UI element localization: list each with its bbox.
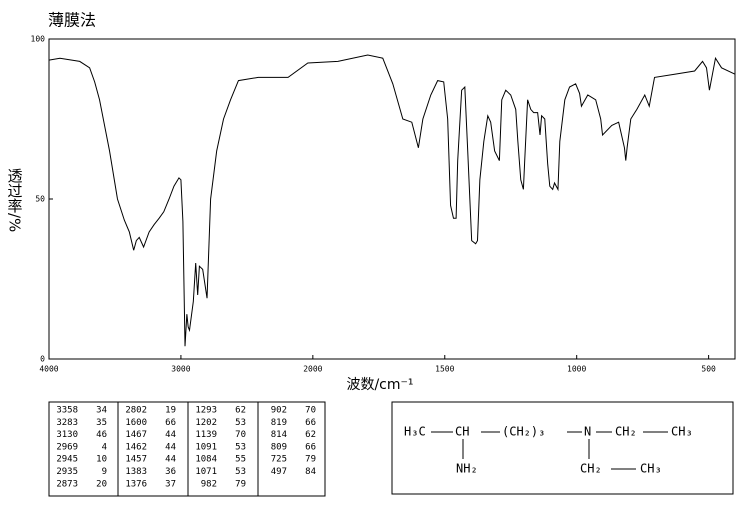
peak-transmittance: 20 (96, 479, 107, 489)
atom-label: CH₃ (671, 425, 693, 439)
peak-transmittance: 19 (165, 406, 176, 416)
peak-wavenumber: 1383 (125, 467, 147, 477)
x-tick-label: 2000 (303, 365, 322, 374)
y-tick-label: 0 (40, 355, 45, 364)
atom-label: NH₂ (456, 462, 478, 476)
peak-transmittance: 10 (96, 455, 107, 465)
peak-wavenumber: 1600 (125, 418, 147, 428)
peak-transmittance: 70 (305, 406, 316, 416)
atom-label: (CH₂)₃ (502, 425, 545, 439)
peak-wavenumber: 1071 (195, 467, 217, 477)
atom-label: CH₂ (580, 462, 602, 476)
peak-wavenumber: 2969 (56, 442, 78, 452)
peak-transmittance: 66 (305, 418, 316, 428)
atom-label: N (584, 425, 591, 439)
peak-wavenumber: 814 (271, 430, 287, 440)
peak-transmittance: 53 (235, 467, 246, 477)
peak-wavenumber: 982 (201, 479, 217, 489)
x-axis-label: 波数/cm⁻¹ (346, 377, 413, 393)
peak-wavenumber: 902 (271, 406, 287, 416)
peak-transmittance: 44 (165, 430, 176, 440)
peak-transmittance: 4 (102, 442, 107, 452)
peak-wavenumber: 3130 (56, 430, 78, 440)
atom-label: CH (455, 425, 469, 439)
peak-transmittance: 44 (165, 442, 176, 452)
peak-wavenumber: 1091 (195, 442, 217, 452)
peak-transmittance: 79 (235, 479, 246, 489)
table-dividers (117, 402, 259, 496)
peak-wavenumber: 1202 (195, 418, 217, 428)
peak-transmittance: 53 (235, 418, 246, 428)
peak-transmittance: 34 (96, 406, 107, 416)
peak-transmittance: 62 (305, 430, 316, 440)
peak-transmittance: 44 (165, 455, 176, 465)
peak-transmittance: 46 (96, 430, 107, 440)
structure-box (391, 401, 734, 495)
bonds (431, 431, 668, 470)
peak-transmittance: 66 (165, 418, 176, 428)
peak-transmittance: 84 (305, 467, 316, 477)
peak-wavenumber: 3358 (56, 406, 78, 416)
peak-wavenumber: 2873 (56, 479, 78, 489)
peak-wavenumber: 1084 (195, 455, 217, 465)
peak-transmittance: 53 (235, 442, 246, 452)
peak-transmittance: 37 (165, 479, 176, 489)
peak-table-box (48, 401, 326, 497)
peak-wavenumber: 2935 (56, 467, 78, 477)
atom-label: CH₃ (640, 462, 662, 476)
x-tick-label: 500 (701, 365, 716, 374)
peak-transmittance: 70 (235, 430, 246, 440)
peak-wavenumber: 1467 (125, 430, 147, 440)
peak-wavenumber: 497 (271, 467, 287, 477)
x-tick-label: 3000 (171, 365, 190, 374)
atom-label: CH₂ (615, 425, 637, 439)
spectrum-line (48, 54, 736, 347)
peak-wavenumber: 3283 (56, 418, 78, 428)
peak-transmittance: 79 (305, 455, 316, 465)
peak-transmittance: 36 (165, 467, 176, 477)
peak-wavenumber: 1376 (125, 479, 147, 489)
peak-wavenumber: 809 (271, 442, 287, 452)
peak-wavenumber: 1462 (125, 442, 147, 452)
peak-wavenumber: 1457 (125, 455, 147, 465)
y-axis-label: 透过率/% (6, 168, 24, 232)
atom-label: H₃C (404, 425, 426, 439)
peak-wavenumber: 2945 (56, 455, 78, 465)
peak-transmittance: 62 (235, 406, 246, 416)
peak-wavenumber: 1139 (195, 430, 217, 440)
peak-wavenumber: 725 (271, 455, 287, 465)
peak-transmittance: 55 (235, 455, 246, 465)
plot-frame (48, 38, 736, 360)
peak-transmittance: 66 (305, 442, 316, 452)
y-tick-label: 50 (35, 195, 45, 204)
x-tick-label: 1000 (567, 365, 586, 374)
peak-wavenumber: 819 (271, 418, 287, 428)
x-tick-label: 4000 (39, 365, 58, 374)
x-tick-label: 1500 (435, 365, 454, 374)
y-tick-label: 100 (31, 35, 46, 44)
peak-transmittance: 9 (102, 467, 107, 477)
peak-wavenumber: 2802 (125, 406, 147, 416)
peak-transmittance: 35 (96, 418, 107, 428)
peak-wavenumber: 1293 (195, 406, 217, 416)
chart-title: 薄膜法 (48, 11, 96, 30)
